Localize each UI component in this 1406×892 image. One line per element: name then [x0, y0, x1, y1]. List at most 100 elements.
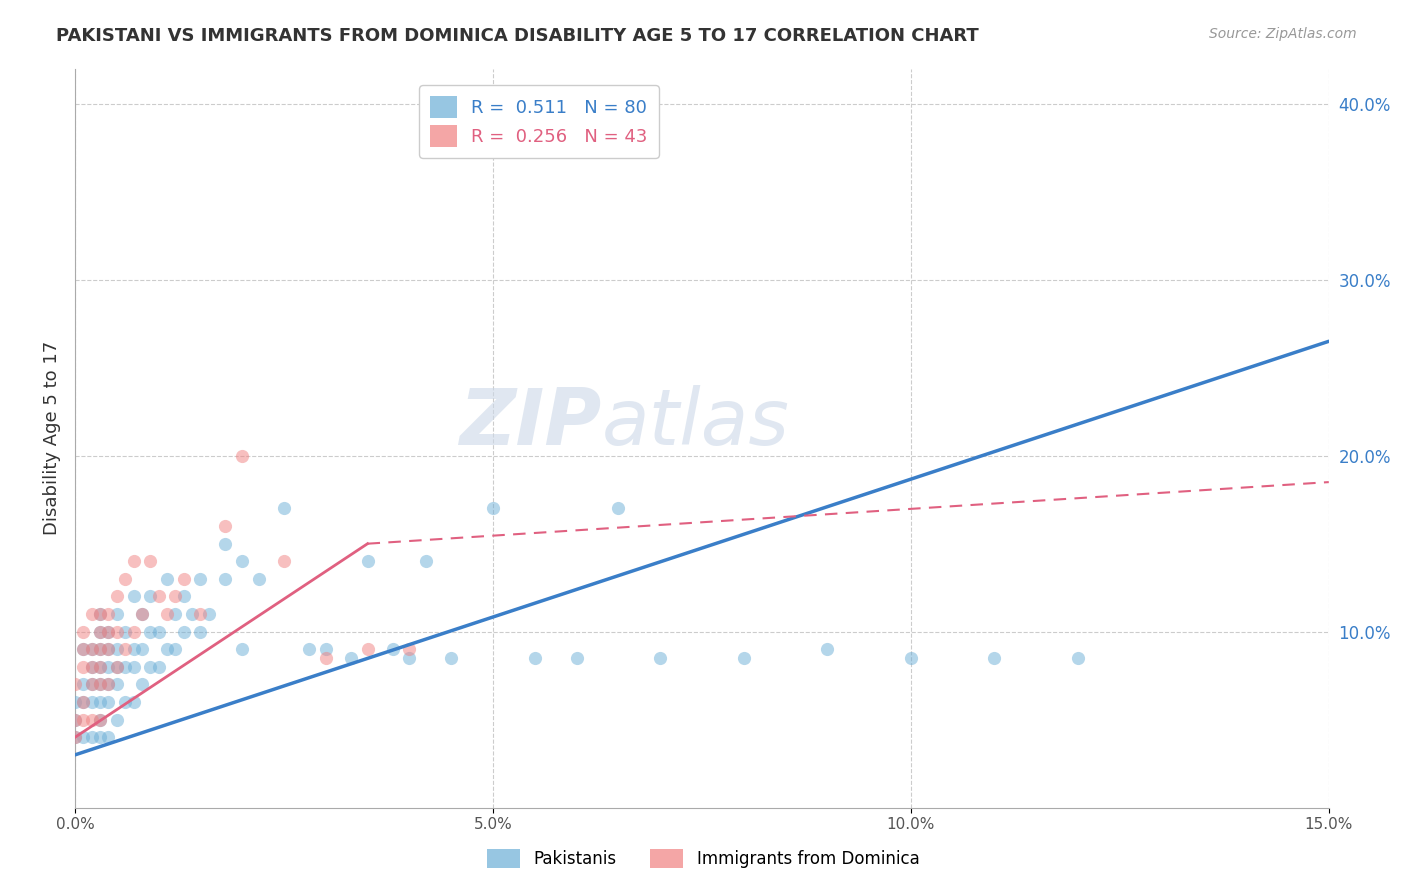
Point	[89, 677, 111, 691]
Point	[80, 660, 103, 674]
Point	[173, 624, 195, 639]
Point	[398, 651, 420, 665]
Point	[89, 624, 111, 639]
Point	[97, 677, 120, 691]
Point	[105, 713, 128, 727]
Point	[89, 713, 111, 727]
Point	[190, 624, 212, 639]
Point	[156, 572, 179, 586]
Point	[139, 624, 162, 639]
Legend: R =  0.511   N = 80, R =  0.256   N = 43: R = 0.511 N = 80, R = 0.256 N = 43	[419, 85, 658, 158]
Y-axis label: Disability Age 5 to 17: Disability Age 5 to 17	[44, 341, 60, 535]
Point	[165, 607, 187, 621]
Point	[440, 651, 463, 665]
Point	[131, 607, 153, 621]
Point	[173, 572, 195, 586]
Point	[97, 660, 120, 674]
Point	[114, 642, 136, 657]
Point	[122, 642, 145, 657]
Point	[173, 590, 195, 604]
Point	[247, 572, 270, 586]
Point	[214, 572, 236, 586]
Point	[80, 695, 103, 709]
Point	[139, 590, 162, 604]
Point	[105, 660, 128, 674]
Point	[131, 677, 153, 691]
Point	[80, 677, 103, 691]
Point	[214, 519, 236, 533]
Point	[105, 624, 128, 639]
Point	[315, 642, 337, 657]
Point	[72, 624, 94, 639]
Text: atlas: atlas	[602, 385, 789, 461]
Point	[156, 607, 179, 621]
Point	[148, 624, 170, 639]
Point	[63, 695, 86, 709]
Point	[89, 713, 111, 727]
Point	[340, 651, 363, 665]
Point	[607, 501, 630, 516]
Point	[80, 731, 103, 745]
Point	[114, 660, 136, 674]
Point	[97, 642, 120, 657]
Point	[214, 537, 236, 551]
Point	[315, 651, 337, 665]
Point	[298, 642, 321, 657]
Point	[273, 554, 295, 568]
Point	[63, 731, 86, 745]
Point	[72, 713, 94, 727]
Point	[89, 607, 111, 621]
Point	[1067, 651, 1090, 665]
Point	[80, 607, 103, 621]
Point	[105, 660, 128, 674]
Point	[165, 642, 187, 657]
Point	[72, 695, 94, 709]
Point	[72, 660, 94, 674]
Point	[523, 651, 546, 665]
Point	[105, 642, 128, 657]
Point	[181, 607, 204, 621]
Point	[89, 660, 111, 674]
Point	[114, 572, 136, 586]
Point	[231, 449, 253, 463]
Point	[105, 607, 128, 621]
Point	[900, 651, 922, 665]
Point	[356, 554, 378, 568]
Point	[231, 642, 253, 657]
Point	[97, 624, 120, 639]
Point	[72, 677, 94, 691]
Point	[63, 677, 86, 691]
Point	[148, 590, 170, 604]
Point	[97, 677, 120, 691]
Point	[122, 554, 145, 568]
Point	[97, 607, 120, 621]
Text: ZIP: ZIP	[460, 385, 602, 461]
Point	[381, 642, 404, 657]
Point	[72, 695, 94, 709]
Point	[122, 624, 145, 639]
Text: Source: ZipAtlas.com: Source: ZipAtlas.com	[1209, 27, 1357, 41]
Point	[97, 695, 120, 709]
Point	[139, 660, 162, 674]
Point	[105, 677, 128, 691]
Point	[97, 731, 120, 745]
Point	[89, 677, 111, 691]
Point	[197, 607, 219, 621]
Point	[89, 660, 111, 674]
Point	[97, 624, 120, 639]
Point	[733, 651, 755, 665]
Point	[156, 642, 179, 657]
Point	[122, 590, 145, 604]
Text: PAKISTANI VS IMMIGRANTS FROM DOMINICA DISABILITY AGE 5 TO 17 CORRELATION CHART: PAKISTANI VS IMMIGRANTS FROM DOMINICA DI…	[56, 27, 979, 45]
Point	[72, 731, 94, 745]
Point	[148, 660, 170, 674]
Point	[190, 572, 212, 586]
Point	[89, 624, 111, 639]
Point	[105, 590, 128, 604]
Point	[63, 731, 86, 745]
Point	[97, 642, 120, 657]
Point	[80, 660, 103, 674]
Point	[131, 607, 153, 621]
Point	[80, 642, 103, 657]
Point	[190, 607, 212, 621]
